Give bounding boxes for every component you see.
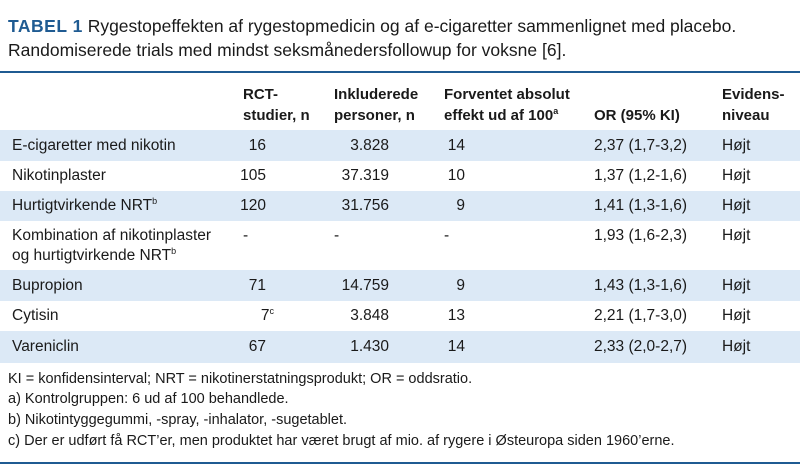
table-caption: Rygestopeffekten af rygestopmedicin og a… xyxy=(8,16,737,60)
row-included: 37.319 xyxy=(341,167,389,184)
header-included: Inkluderede personer, n xyxy=(334,86,419,124)
footnote-abbreviations: KI = konfidensinterval; NRT = nikotiners… xyxy=(8,371,473,387)
row-rct: - xyxy=(243,227,249,244)
footnote-a: a) Kontrolgruppen: 6 ud af 100 behandled… xyxy=(8,391,289,407)
table-row: Kombination af nikotinplaster og hurtigt… xyxy=(0,221,800,270)
row-or: 1,93 (1,6-2,3) xyxy=(594,227,688,244)
row-or: 1,37 (1,2-1,6) xyxy=(594,167,688,184)
row-or: 1,43 (1,3-1,6) xyxy=(594,277,688,294)
row-name: Bupropion xyxy=(12,277,83,294)
header-rct: RCT- studier, n xyxy=(243,86,310,124)
row-rct: 67 xyxy=(248,338,266,355)
row-included: 3.828 xyxy=(350,137,389,154)
row-evidence: Højt xyxy=(722,277,751,294)
row-or: 1,41 (1,3-1,6) xyxy=(594,197,688,214)
row-rct: 105 xyxy=(240,167,266,184)
footnote-c: c) Der er udført få RCT’er, men produkte… xyxy=(8,433,675,449)
row-or: 2,21 (1,7-3,0) xyxy=(594,307,688,324)
row-included: 14.759 xyxy=(341,277,389,294)
table-row: Cytisin 7c 3.848 13 2,21 (1,7-3,0) Højt xyxy=(0,301,800,331)
row-included: 31.756 xyxy=(341,197,389,214)
table-row: E-cigaretter med nikotin 16 3.828 14 2,3… xyxy=(0,130,800,161)
header-evidence: Evidens- niveau xyxy=(722,86,785,124)
row-evidence: Højt xyxy=(722,197,751,214)
footnote-b: b) Nikotintyggegummi, -spray, -inhalator… xyxy=(8,412,348,428)
row-rct: 71 xyxy=(248,277,266,294)
row-expected: 9 xyxy=(456,277,465,294)
row-rct: 120 xyxy=(240,197,266,214)
table-row: Nikotinplaster 105 37.319 10 1,37 (1,2-1… xyxy=(0,161,800,191)
table-row: Vareniclin 67 1.430 14 2,33 (2,0-2,7) Hø… xyxy=(0,331,800,363)
row-expected: 13 xyxy=(447,307,465,324)
row-evidence: Højt xyxy=(722,227,751,244)
header-expected: Forventet absolut effekt ud af 100a xyxy=(444,86,570,124)
row-expected: 9 xyxy=(456,197,465,214)
row-included: - xyxy=(334,227,340,244)
row-evidence: Højt xyxy=(722,338,751,355)
row-or: 2,37 (1,7-3,2) xyxy=(594,137,688,154)
top-rule xyxy=(0,71,800,73)
row-name: Vareniclin xyxy=(12,338,79,355)
table-row: Hurtigtvirkende NRTb 120 31.756 9 1,41 (… xyxy=(0,191,800,221)
bottom-rule xyxy=(0,462,800,464)
row-name: Kombination af nikotinplaster og hurtigt… xyxy=(12,227,212,264)
row-included: 3.848 xyxy=(350,307,389,324)
row-or: 2,33 (2,0-2,7) xyxy=(594,338,688,355)
row-name: Nikotinplaster xyxy=(12,167,106,184)
row-expected: 14 xyxy=(447,338,465,355)
row-evidence: Højt xyxy=(722,307,751,324)
table-title: TABEL 1 Rygestopeffekten af rygestopmedi… xyxy=(8,14,788,62)
row-expected: 10 xyxy=(447,167,465,184)
row-name: Hurtigtvirkende NRTb xyxy=(12,195,158,214)
row-evidence: Højt xyxy=(722,137,751,154)
row-rct: 7c xyxy=(260,305,274,324)
table-row: Bupropion 71 14.759 9 1,43 (1,3-1,6) Høj… xyxy=(0,270,800,301)
row-name: Cytisin xyxy=(12,307,59,324)
row-included: 1.430 xyxy=(350,338,389,355)
row-name: E-cigaretter med nikotin xyxy=(12,137,176,154)
row-expected: 14 xyxy=(447,137,465,154)
row-expected: - xyxy=(444,227,450,244)
row-evidence: Højt xyxy=(722,167,751,184)
row-rct: 16 xyxy=(248,137,266,154)
header-or: OR (95% KI) xyxy=(594,107,680,124)
table-label: TABEL 1 xyxy=(8,16,83,36)
